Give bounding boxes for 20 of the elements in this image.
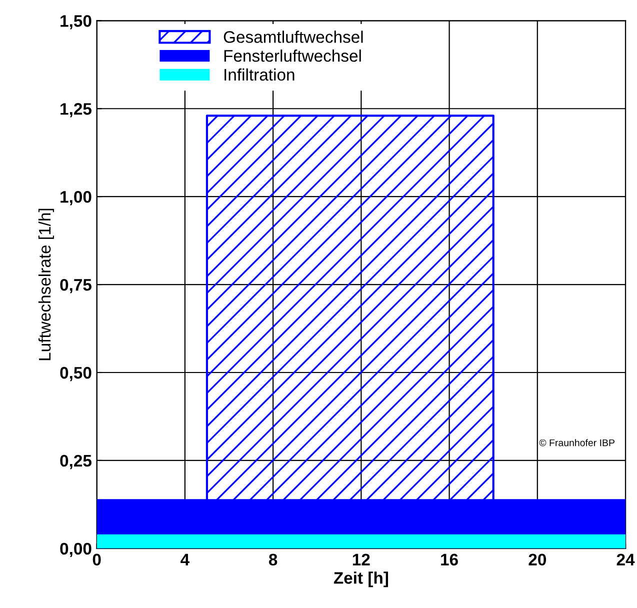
y-tick-label: 1,50 xyxy=(60,15,92,30)
legend-label: Fensterluftwechsel xyxy=(224,50,361,62)
y-tick-label: 1,25 xyxy=(60,103,92,118)
x-tick-label: 12 xyxy=(352,554,370,566)
y-tick-label: 1,00 xyxy=(60,190,92,206)
y-axis-title: Luftwechselrate [1/h] xyxy=(38,208,54,360)
x-axis-title: Zeit [h] xyxy=(334,572,388,588)
y-tick-label: 0,75 xyxy=(60,278,92,294)
annotation: © Fraunhofer IBP xyxy=(539,439,614,446)
y-tick-label: 0,25 xyxy=(60,454,92,470)
legend-label: Infiltration xyxy=(224,68,294,81)
x-tick-label: 4 xyxy=(180,554,190,566)
x-tick-label: 8 xyxy=(268,554,278,566)
x-tick-label: 0 xyxy=(92,554,101,566)
x-tick-label: 24 xyxy=(616,554,635,566)
x-tick-label: 16 xyxy=(441,554,458,566)
y-tick-label: 0,50 xyxy=(60,366,92,382)
y-tick-label: 0,00 xyxy=(60,542,92,558)
legend-label: Gesamtluftwechsel xyxy=(224,30,363,43)
x-tick-label: 20 xyxy=(528,554,546,566)
